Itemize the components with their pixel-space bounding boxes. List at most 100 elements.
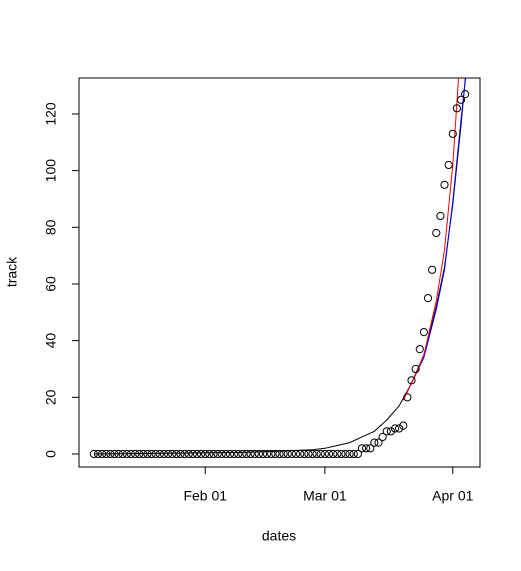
data-point <box>395 424 404 433</box>
data-point <box>106 449 115 459</box>
data-point <box>205 449 214 459</box>
data-point <box>296 449 305 459</box>
data-point <box>135 449 144 459</box>
x-axis-label: dates <box>262 528 296 544</box>
data-point <box>357 444 367 453</box>
data-point <box>221 449 230 459</box>
data-point <box>267 449 276 459</box>
data-point <box>126 449 136 459</box>
data-point <box>461 90 470 99</box>
data-point <box>411 364 420 374</box>
data-point <box>234 449 243 459</box>
data-point <box>139 449 148 459</box>
data-point <box>444 160 453 170</box>
y-tick-label: 60 <box>43 276 59 292</box>
data-point <box>258 449 268 459</box>
data-point <box>374 438 383 447</box>
y-tick-label: 40 <box>43 333 59 349</box>
data-point <box>250 449 259 459</box>
data-point <box>118 449 127 459</box>
data-point <box>403 393 412 402</box>
data-point <box>201 449 210 459</box>
fit-line <box>402 78 460 401</box>
data-point <box>345 449 354 459</box>
plot-area <box>93 78 467 455</box>
data-point <box>448 129 457 138</box>
data-point <box>316 449 325 459</box>
data-point <box>238 449 247 459</box>
data-point <box>176 449 185 459</box>
data-point <box>263 449 272 459</box>
data-point <box>308 449 317 459</box>
data-point <box>225 449 235 459</box>
x-tick-label: Feb 01 <box>183 488 227 504</box>
data-point <box>164 449 173 459</box>
data-point <box>320 449 329 459</box>
fit-line <box>402 78 467 401</box>
data-point <box>370 438 379 447</box>
data-point <box>329 449 338 459</box>
data-point <box>213 449 222 459</box>
data-point <box>440 180 449 189</box>
data-point <box>209 449 218 459</box>
data-point <box>102 449 111 459</box>
data-point <box>382 427 391 436</box>
data-point <box>114 449 123 459</box>
data-point <box>300 449 309 459</box>
data-point <box>390 424 400 433</box>
data-point <box>271 449 280 459</box>
data-point <box>324 449 334 459</box>
data-point <box>415 345 424 354</box>
data-point <box>89 449 98 459</box>
data-point <box>217 449 226 459</box>
data-point <box>159 449 169 459</box>
data-point <box>456 95 466 104</box>
data-point <box>283 449 292 459</box>
data-point <box>230 449 239 459</box>
data-point <box>246 449 255 459</box>
data-point <box>366 444 375 453</box>
fit-line <box>93 78 466 455</box>
data-point <box>407 376 416 385</box>
data-point <box>188 449 197 459</box>
data-point <box>184 449 193 459</box>
x-tick-label: Mar 01 <box>303 488 347 504</box>
data-point <box>341 449 350 459</box>
data-point <box>110 449 119 459</box>
data-point <box>151 449 160 459</box>
data-point <box>337 449 346 459</box>
data-point <box>349 449 358 459</box>
data-point <box>98 449 107 459</box>
data-point <box>312 449 321 459</box>
data-point <box>428 265 437 274</box>
data-point <box>168 449 177 459</box>
data-point <box>304 449 313 459</box>
data-point <box>122 449 131 459</box>
data-point <box>192 449 202 459</box>
data-point <box>172 449 181 459</box>
data-point <box>279 449 288 459</box>
data-point <box>386 427 395 436</box>
plot-frame <box>78 77 481 468</box>
y-tick-label: 0 <box>43 450 59 458</box>
data-point <box>147 449 156 459</box>
y-tick-label: 100 <box>43 159 59 183</box>
data-point <box>399 421 408 430</box>
data-point <box>353 449 362 459</box>
data-point <box>333 449 342 459</box>
y-tick-label: 120 <box>43 102 59 126</box>
data-point <box>436 211 445 221</box>
y-axis-label: track <box>4 256 20 287</box>
data-point <box>432 228 441 238</box>
data-point <box>419 328 428 337</box>
data-point <box>423 294 433 303</box>
y-tick-label: 20 <box>43 389 59 405</box>
data-point <box>254 449 263 459</box>
data-point <box>242 449 251 459</box>
data-point <box>180 449 189 459</box>
x-tick-label: Apr 01 <box>432 488 473 504</box>
data-point <box>143 449 152 459</box>
data-point <box>378 432 387 442</box>
data-point <box>291 449 301 459</box>
